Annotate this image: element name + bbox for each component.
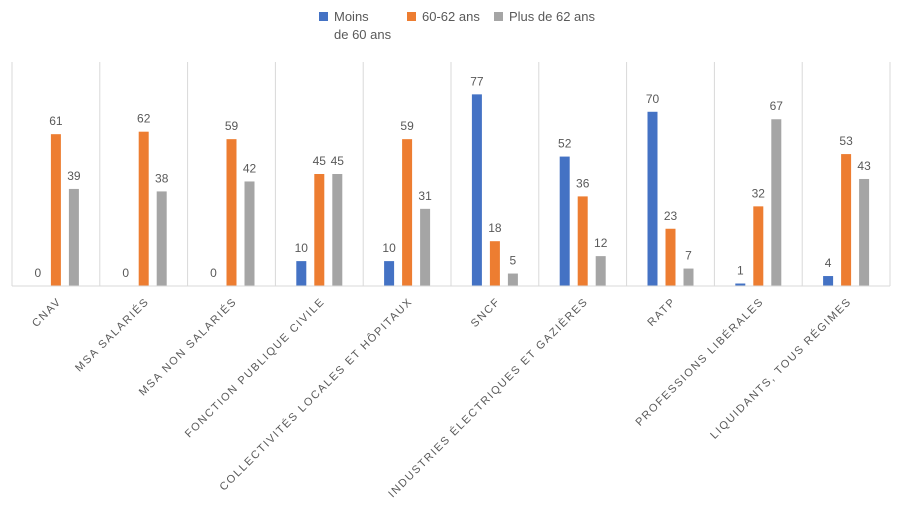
bar [647,111,658,287]
data-label: 59 [400,119,414,133]
category-tick-label: LIQUIDANTS, TOUS RÉGIMES [708,295,855,442]
data-label: 45 [331,154,345,168]
bar [332,174,343,286]
legend-item-60-62: 60-62 ans [407,8,480,26]
data-label: 42 [243,161,257,175]
bar [314,174,325,286]
bar [156,191,167,286]
bar [753,206,764,286]
category-tick-label: MSA SALARIÉS [72,295,151,374]
legend: Moins de 60 ans 60-62 ans Plus de 62 ans [0,8,902,48]
bar [138,131,149,286]
bar [296,261,307,286]
legend-label-plus-62: Plus de 62 ans [509,9,596,24]
data-label: 5 [510,254,517,268]
category-tick-label: COLLECTIVITÉS LOCALES ET HÔPITAUX [217,295,415,493]
category-tick-label: CNAV [30,296,64,330]
data-labels: 0 61 39 0 62 38 0 59 42 10 45 45 10 59 31 77 18 5 52 36 12 70… [35,74,872,280]
legend-swatch-moins-60 [319,12,328,21]
bar [823,276,834,286]
data-label: 62 [137,112,151,126]
data-label: 31 [418,189,432,203]
data-label: 23 [664,209,678,223]
bar [595,256,606,286]
bar [841,154,852,286]
legend-item-plus-62: Plus de 62 ans [494,8,595,26]
data-label: 10 [295,241,309,255]
data-label: 39 [67,169,81,183]
data-label: 1 [737,264,744,278]
legend-label-moins-60: Moins de 60 ans [334,9,392,42]
data-label: 10 [382,241,396,255]
bar [665,228,676,286]
bar [577,196,588,286]
data-label: 18 [488,221,502,235]
bar [507,273,518,286]
data-label: 43 [857,159,871,173]
category-tick-label: MSA NON SALARIÉS [136,295,239,398]
data-label: 53 [839,134,853,148]
bar [683,268,694,286]
category-separators [11,62,891,286]
data-label: 70 [646,92,660,106]
category-tick-label: RATP [645,296,678,329]
data-label: 59 [225,119,239,133]
bar [226,139,237,286]
bar [489,241,500,286]
bar [402,139,413,286]
data-label: 12 [594,236,608,250]
data-label: 61 [49,114,63,128]
data-label: 38 [155,171,169,185]
data-label: 0 [35,266,42,280]
bar [735,283,746,286]
bar [471,94,482,286]
data-label: 32 [752,186,766,200]
legend-swatch-plus-62 [494,12,503,21]
data-label: 45 [313,154,327,168]
bar [244,181,255,286]
bar [68,188,79,286]
bar [559,156,570,286]
bars [50,94,870,287]
category-tick-label: INDUSTRIES ÉLECTRIQUES ET GAZIÈRES [386,295,591,500]
legend-label-60-62: 60-62 ans [422,9,480,24]
category-tick-label: SNCF [469,296,503,330]
data-label: 52 [558,137,572,151]
bar [771,119,782,286]
bar [859,178,870,286]
data-label: 36 [576,176,590,190]
data-label: 77 [470,74,484,88]
data-label: 0 [210,266,217,280]
bar [420,208,431,286]
data-label: 4 [825,256,832,270]
legend-swatch-60-62 [407,12,416,21]
data-label: 67 [770,99,784,113]
data-label: 0 [122,266,129,280]
bar [50,134,61,286]
data-label: 7 [685,249,692,263]
legend-item-moins-60: Moins de 60 ans [319,8,391,44]
category-tick-label: FONCTION PUBLIQUE CIVILE [183,296,328,441]
bar [384,261,395,286]
